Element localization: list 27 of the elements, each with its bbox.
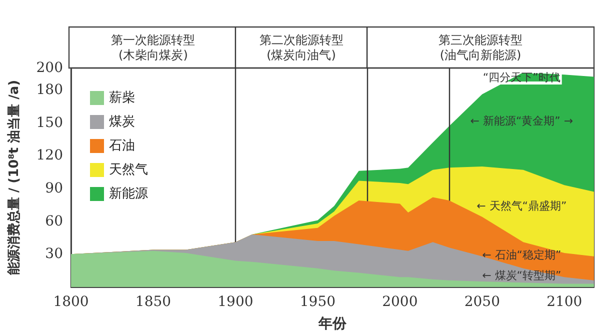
y-tick-label: 120 (36, 148, 63, 164)
text: 第一次能源转型 (木柴向煤炭) (111, 33, 196, 62)
x-tick-label: 1950 (300, 294, 336, 310)
annotation: ← 天然气“鼎盛期” (476, 199, 567, 212)
legend-label: 天然气 (109, 162, 148, 178)
x-tick-label: 1850 (135, 294, 172, 310)
legend-label: 煤炭 (109, 114, 135, 130)
text: 第三次能源转型 (油气向新能源) (438, 33, 523, 62)
annotation: ← 新能源“黄金期” → (470, 114, 574, 128)
y-tick-label: 200 (36, 60, 63, 76)
x-axis-title: 年份 (318, 316, 348, 332)
y-tick-label: 90 (45, 180, 63, 196)
legend-label: 石油 (109, 138, 135, 154)
y-tick-label: 30 (45, 246, 63, 262)
x-tick-label: 2050 (464, 294, 500, 310)
legend-label: 新能源 (109, 186, 148, 202)
x-tick-label: 2100 (546, 294, 582, 310)
legend-label: 薪柴 (109, 90, 135, 106)
y-axis-title: 能源消费总量 / (10⁸t 油当量 /a) (6, 80, 22, 276)
y-tick-label: 180 (36, 82, 63, 98)
x-tick-label: 2000 (382, 294, 418, 310)
x-tick-label: 1900 (218, 294, 254, 310)
x-tick-label: 1800 (53, 294, 89, 310)
annotation: ← 石油“稳定期” (482, 248, 562, 262)
y-tick-label: 60 (45, 213, 63, 230)
text: 第二次能源转型 (煤炭向油气) (259, 33, 344, 62)
y-tick-label: 150 (36, 114, 63, 131)
